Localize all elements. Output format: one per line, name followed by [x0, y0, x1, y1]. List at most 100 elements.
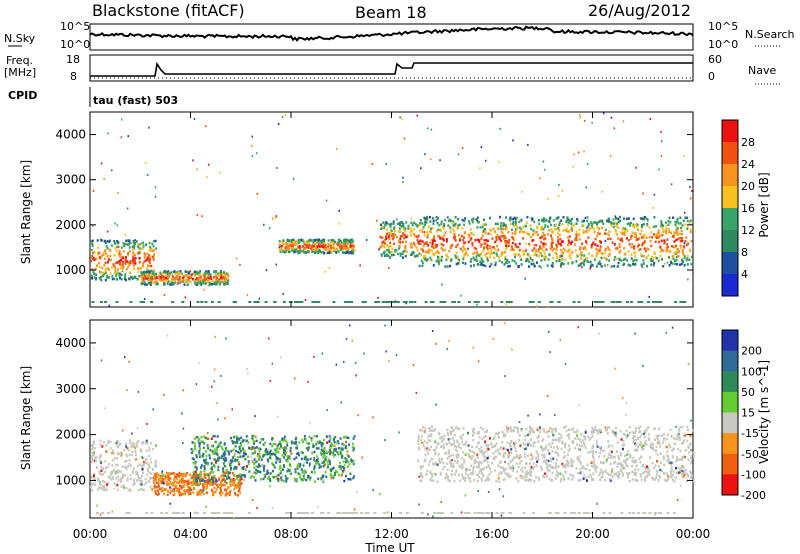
heatmap-cell [547, 258, 550, 261]
heatmap-cell [318, 441, 321, 445]
heatmap-cell [554, 252, 556, 255]
heatmap-cell [145, 259, 148, 262]
heatmap-cell [121, 266, 124, 269]
heatmap-cell [686, 255, 689, 258]
heatmap-cell [597, 251, 600, 255]
heatmap-cell [157, 473, 160, 476]
heatmap-cell [669, 470, 672, 473]
heatmap-cell [439, 471, 442, 475]
heatmap-cell [311, 250, 314, 253]
heatmap-cell [97, 480, 100, 483]
heatmap-cell [517, 253, 520, 256]
heatmap-cell [337, 241, 340, 245]
heatmap-cell [141, 488, 144, 491]
heatmap-cell [575, 233, 578, 236]
heatmap-cell [141, 277, 144, 280]
heatmap-cell [402, 181, 404, 183]
heatmap-cell [232, 448, 235, 451]
heatmap-cell [628, 431, 631, 435]
heatmap-cell [625, 436, 628, 439]
heatmap-cell [310, 470, 313, 474]
heatmap-cell [153, 269, 155, 273]
heatmap-cell [266, 450, 269, 454]
heatmap-cell [320, 245, 323, 248]
heatmap-cell [397, 240, 400, 244]
heatmap-cell [525, 469, 528, 473]
heatmap-cell [289, 244, 292, 247]
heatmap-cell [124, 466, 127, 469]
heatmap-cell [308, 435, 311, 439]
heatmap-cell [599, 446, 601, 449]
heatmap-cell [600, 476, 603, 479]
heatmap-cell [576, 217, 579, 221]
heatmap-cell [676, 263, 678, 266]
heatmap-cell [200, 282, 203, 285]
heatmap-cell [473, 258, 476, 261]
heatmap-cell [533, 265, 536, 268]
heatmap-cell [407, 224, 410, 228]
heatmap-cell [421, 264, 424, 268]
heatmap-cell [324, 243, 327, 247]
heatmap-cell [277, 473, 280, 477]
heatmap-cell [222, 271, 225, 274]
heatmap-cell [683, 439, 686, 442]
heatmap-cell [214, 440, 217, 444]
heatmap-cell [168, 274, 171, 277]
heatmap-cell [680, 262, 683, 266]
heatmap-cell [223, 488, 226, 491]
heatmap-cell [342, 251, 344, 254]
heatmap-cell [256, 446, 259, 449]
heatmap-cell [148, 446, 151, 449]
heatmap-cell [144, 442, 147, 445]
heatmap-cell [494, 240, 497, 244]
heatmap-cell [435, 260, 438, 263]
heatmap-cell [424, 301, 428, 303]
heatmap-cell [301, 239, 304, 243]
heatmap-cell [672, 470, 675, 473]
heatmap-cell [346, 241, 349, 245]
heatmap-cell [449, 264, 451, 268]
heatmap-cell [438, 258, 441, 261]
velocity-data-marks [90, 322, 695, 520]
heatmap-cell [200, 470, 202, 474]
heatmap-cell [679, 236, 682, 240]
heatmap-cell [507, 475, 510, 479]
heatmap-cell [392, 236, 395, 239]
heatmap-cell [228, 493, 231, 496]
heatmap-cell [238, 488, 241, 491]
heatmap-cell [521, 470, 524, 473]
heatmap-cell [316, 301, 320, 303]
heatmap-cell [91, 268, 94, 271]
heatmap-cell [432, 222, 435, 225]
heatmap-cell [443, 434, 446, 438]
heatmap-cell [424, 255, 427, 258]
heatmap-cell [426, 127, 429, 130]
heatmap-cell [473, 465, 475, 469]
heatmap-cell [551, 471, 554, 475]
heatmap-cell [138, 252, 140, 255]
heatmap-cell [333, 249, 336, 253]
heatmap-cell [149, 280, 152, 283]
heatmap-cell [171, 273, 174, 277]
heatmap-cell [543, 237, 546, 241]
heatmap-cell [226, 282, 229, 285]
heatmap-cell [180, 487, 183, 490]
heatmap-cell [622, 439, 625, 443]
heatmap-cell [300, 238, 303, 242]
heatmap-cell [119, 451, 122, 454]
heatmap-cell [513, 216, 516, 220]
heatmap-cell [97, 488, 100, 491]
heatmap-cell [90, 460, 93, 464]
heatmap-cell [183, 483, 186, 486]
heatmap-cell [507, 427, 510, 430]
heatmap-cell [404, 301, 408, 303]
heatmap-cell [133, 480, 136, 483]
heatmap-cell [577, 447, 580, 451]
heatmap-cell [459, 237, 462, 241]
heatmap-cell [99, 453, 102, 457]
heatmap-cell [551, 441, 554, 445]
heatmap-cell [189, 491, 191, 495]
heatmap-cell [556, 452, 559, 455]
heatmap-cell [630, 234, 633, 238]
heatmap-cell [128, 239, 131, 243]
